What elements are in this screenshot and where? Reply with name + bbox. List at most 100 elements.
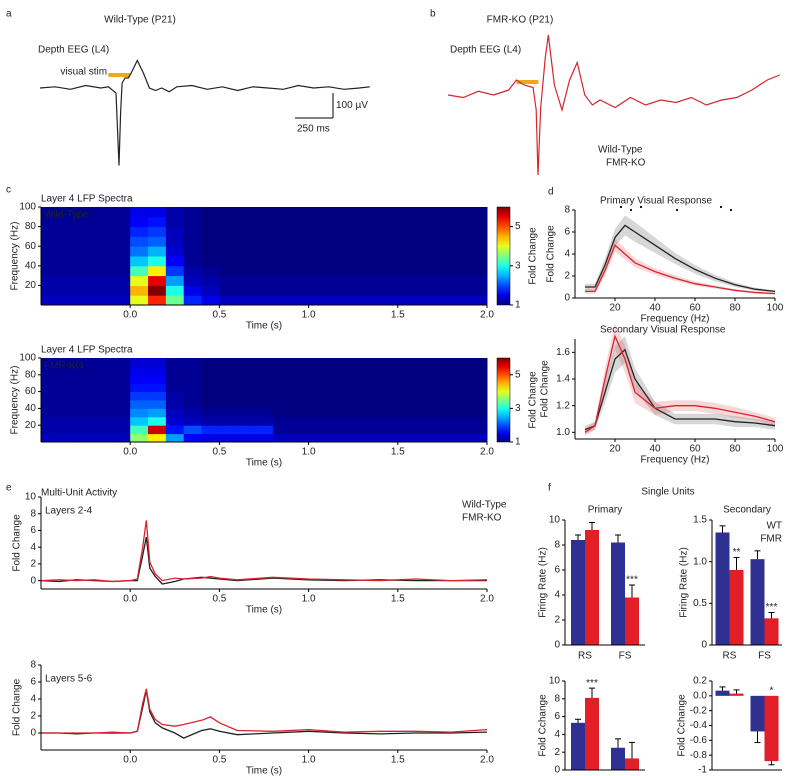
heat-cell xyxy=(397,285,417,296)
eeg-trace xyxy=(447,34,781,176)
y-tick-label: 0.0 xyxy=(693,690,707,701)
heat-cell xyxy=(94,207,113,218)
heat-cell xyxy=(272,246,292,257)
heat-cell xyxy=(41,374,60,384)
y-tick-label: 40 xyxy=(25,403,37,414)
heat-cell xyxy=(201,433,220,443)
heat-cell xyxy=(237,374,256,384)
heat-cell xyxy=(148,400,167,409)
heat-cell xyxy=(148,433,167,443)
series-line xyxy=(585,244,776,295)
heat-cell xyxy=(41,207,60,218)
heat-cell xyxy=(201,216,220,228)
heat-cell xyxy=(290,265,310,277)
heat-cell xyxy=(308,285,327,296)
heat-cell xyxy=(326,295,345,306)
x-tick-label: 60 xyxy=(689,444,701,455)
heat-cell xyxy=(183,236,203,247)
heat-cell xyxy=(469,374,488,384)
significance-dot xyxy=(629,208,633,212)
y-tick-label: 0 xyxy=(564,293,570,304)
heat-cell xyxy=(183,358,203,367)
heat-cell xyxy=(130,366,149,376)
heat-cell xyxy=(415,433,434,443)
heat-cell xyxy=(148,265,167,277)
y-tick-label: 4 xyxy=(564,249,570,260)
x-tick-label: RS xyxy=(723,651,737,662)
heat-cell xyxy=(201,374,220,384)
x-tick-label: 0.5 xyxy=(212,447,226,458)
heat-cell xyxy=(201,383,220,393)
heat-cell xyxy=(379,265,399,277)
heat-cell xyxy=(219,236,238,247)
series-line xyxy=(585,224,776,293)
heat-cell xyxy=(379,358,399,367)
heat-cell xyxy=(255,256,274,267)
heat-cell xyxy=(237,285,256,296)
legend-label: FMR-KO xyxy=(606,158,646,169)
heat-cell xyxy=(272,236,292,247)
y-tick-label: -1 xyxy=(698,765,707,776)
heat-cell xyxy=(58,295,78,306)
heat-cell xyxy=(433,236,452,247)
heat-cell xyxy=(326,374,345,384)
heat-cell xyxy=(308,265,327,277)
heat-cell xyxy=(415,285,434,296)
heat-cell xyxy=(272,207,292,218)
heat-cell xyxy=(451,226,470,237)
y-tick-label: 1.0 xyxy=(693,556,707,567)
heat-cell xyxy=(237,425,256,435)
heat-cell xyxy=(112,408,131,418)
heat-cell xyxy=(148,216,167,228)
series-line xyxy=(41,688,488,734)
y-tick-label: 8 xyxy=(30,508,36,519)
heat-cell xyxy=(112,246,131,257)
bar xyxy=(750,695,765,732)
heat-cell xyxy=(415,416,434,426)
heat-cell xyxy=(344,285,363,296)
heat-cell xyxy=(415,400,434,409)
heat-cell xyxy=(58,374,78,384)
heat-cell xyxy=(112,383,131,393)
heat-cell xyxy=(451,391,470,401)
heat-cell xyxy=(237,433,256,443)
chart-title: Primary Visual Response xyxy=(600,196,713,207)
heat-cell xyxy=(58,207,78,218)
heat-cell xyxy=(397,295,417,306)
heat-cell xyxy=(362,358,381,367)
heat-cell xyxy=(272,226,292,237)
heat-cell xyxy=(237,275,256,286)
heat-cell xyxy=(130,400,149,409)
heat-cell xyxy=(451,246,470,257)
y-axis-label: Frequency (Hz) xyxy=(10,366,21,435)
heat-cell xyxy=(451,408,470,418)
significance-label: ** xyxy=(733,547,741,558)
heat-cell xyxy=(469,216,488,228)
y-axis-label: Frequency (Hz) xyxy=(10,222,21,291)
heat-cell xyxy=(379,285,399,296)
heat-cell xyxy=(451,425,470,435)
heat-cell xyxy=(451,400,470,409)
heat-cell xyxy=(362,400,381,409)
heat-cell xyxy=(451,383,470,393)
heat-cell xyxy=(112,216,131,228)
legend-label: Wild-Type xyxy=(462,500,507,511)
heat-cell xyxy=(237,226,256,237)
heat-cell xyxy=(344,246,363,257)
x-tick-label: 2.0 xyxy=(480,447,494,458)
heat-cell xyxy=(362,265,381,277)
heat-cell xyxy=(201,408,220,418)
heat-cell xyxy=(41,416,60,426)
series-line xyxy=(41,690,488,739)
heat-cell xyxy=(397,383,417,393)
heat-cell xyxy=(433,400,452,409)
heat-cell xyxy=(165,391,185,401)
heat-cell xyxy=(469,295,488,306)
heat-cell xyxy=(130,358,149,367)
heat-cell xyxy=(201,265,220,277)
x-tick-label: 2.0 xyxy=(480,755,494,766)
heat-cell xyxy=(183,275,203,286)
heat-cell xyxy=(397,408,417,418)
heat-cell xyxy=(165,285,185,296)
y-tick-label: 0 xyxy=(554,765,560,776)
